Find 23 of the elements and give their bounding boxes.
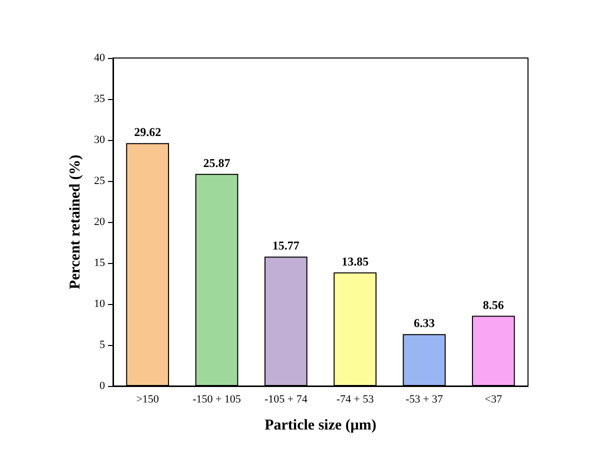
y-tick-label: 15 (94, 257, 106, 269)
y-tick-label: 30 (94, 134, 106, 146)
y-tick-label: 25 (94, 175, 106, 187)
x-tick-label: -150 + 105 (192, 394, 242, 406)
y-tick-label: 5 (100, 339, 106, 351)
data-label: 15.77 (272, 238, 300, 253)
x-tick-label: -74 + 53 (336, 394, 374, 406)
y-tick-label: 10 (94, 298, 106, 310)
data-label: 8.56 (482, 298, 504, 312)
y-tick-label: 35 (94, 93, 106, 105)
data-label: 29.62 (134, 125, 162, 140)
x-tick-label: <37 (484, 394, 503, 406)
y-tick-label: 0 (100, 380, 106, 392)
y-axis-title: Percent retained (%) (68, 154, 84, 290)
x-tick-label: -105 + 74 (264, 394, 308, 406)
data-label: 6.33 (414, 316, 435, 330)
y-tick-label: 40 (94, 52, 106, 64)
x-tick-label: >150 (136, 394, 160, 406)
y-tick-label: 20 (94, 216, 106, 228)
x-tick-label: -53 + 37 (406, 394, 444, 406)
data-label: 25.87 (203, 156, 230, 170)
data-label: 13.85 (342, 254, 369, 268)
x-axis-title: Particle size (μm) (264, 418, 376, 434)
